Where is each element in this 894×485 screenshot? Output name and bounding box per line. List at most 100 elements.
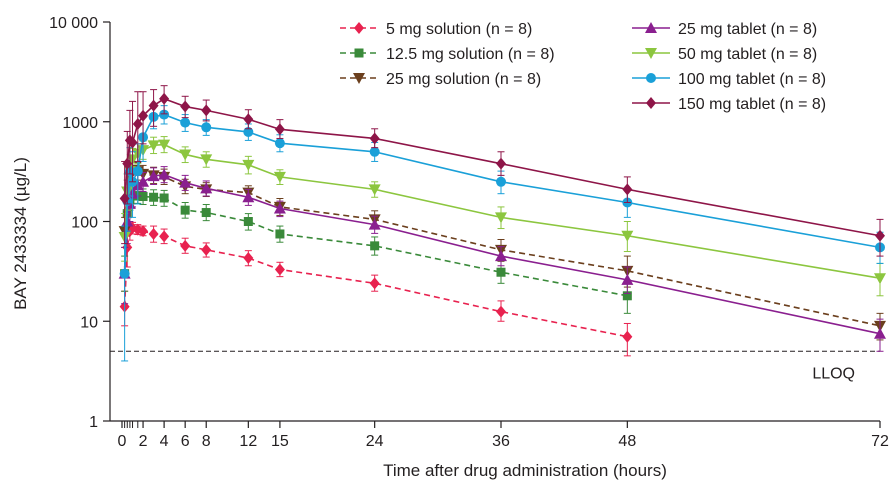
data-point xyxy=(275,229,285,239)
data-point xyxy=(148,227,159,240)
legend-marker xyxy=(646,73,656,83)
data-point xyxy=(180,239,191,252)
legend-label: 5 mg solution (n = 8) xyxy=(386,21,532,38)
y-tick-label: 10 000 xyxy=(49,15,98,32)
data-point xyxy=(179,149,192,161)
x-tick-label: 0 xyxy=(118,433,127,450)
data-point xyxy=(273,171,286,183)
legend-item: 50 mg tablet (n = 8) xyxy=(632,46,817,63)
legend-marker xyxy=(646,97,656,109)
legend-item: 25 mg tablet (n = 8) xyxy=(632,21,817,38)
data-point xyxy=(622,183,633,196)
legend-item: 12.5 mg solution (n = 8) xyxy=(340,46,555,63)
x-tick-label: 6 xyxy=(181,433,190,450)
x-axis-title: Time after drug administration (hours) xyxy=(383,461,667,480)
data-point xyxy=(179,176,192,188)
data-point xyxy=(159,193,169,203)
data-point xyxy=(369,132,380,145)
series-6 xyxy=(119,105,885,362)
legend-item: 25 mg solution (n = 8) xyxy=(340,71,541,88)
data-point xyxy=(368,218,381,230)
data-point xyxy=(201,243,212,256)
data-point xyxy=(180,100,191,113)
data-point xyxy=(243,126,254,137)
data-point xyxy=(369,277,380,290)
data-point xyxy=(274,123,285,136)
data-point xyxy=(148,99,159,112)
legend-label: 12.5 mg solution (n = 8) xyxy=(386,46,555,63)
data-point xyxy=(496,267,506,277)
data-point xyxy=(159,230,170,243)
x-tick-label: 72 xyxy=(871,433,889,450)
data-point xyxy=(119,268,130,279)
y-axis-ticks: 1 10 100 1000 10 000 xyxy=(49,15,110,431)
data-point xyxy=(201,208,211,218)
series-line xyxy=(123,113,881,274)
data-point xyxy=(137,175,150,187)
series-2 xyxy=(120,187,632,314)
legend-marker xyxy=(645,22,657,33)
legend-marker xyxy=(354,48,364,58)
data-point xyxy=(200,182,213,194)
legend-label: 100 mg tablet (n = 8) xyxy=(678,71,826,88)
x-tick-label: 36 xyxy=(492,433,510,450)
data-point xyxy=(243,113,254,126)
data-point xyxy=(158,139,171,151)
data-point xyxy=(622,291,632,301)
series-line xyxy=(123,143,881,280)
data-point xyxy=(874,327,886,339)
legend-label: 25 mg solution (n = 8) xyxy=(386,71,541,88)
data-point xyxy=(159,92,170,105)
y-axis-title: BAY 2433334 (µg/L) xyxy=(11,157,30,310)
data-point xyxy=(369,146,380,157)
data-point xyxy=(622,330,633,343)
data-point xyxy=(201,104,212,117)
legend-marker xyxy=(645,48,657,59)
legend-marker xyxy=(353,73,365,84)
data-point xyxy=(243,252,254,265)
data-point xyxy=(149,192,159,202)
series-layer xyxy=(118,85,886,362)
data-point xyxy=(147,140,160,152)
data-point xyxy=(242,191,255,203)
data-point xyxy=(496,305,506,318)
legend-label: 25 mg tablet (n = 8) xyxy=(678,21,817,38)
data-point xyxy=(180,117,191,128)
x-tick-label: 4 xyxy=(160,433,169,450)
data-point xyxy=(132,117,143,130)
data-point xyxy=(201,122,212,133)
x-tick-label: 8 xyxy=(202,433,211,450)
legend-item: 5 mg solution (n = 8) xyxy=(340,21,532,38)
legend-marker xyxy=(354,22,364,34)
data-point xyxy=(242,159,255,171)
data-point xyxy=(274,263,285,276)
data-point xyxy=(370,241,380,251)
series-7 xyxy=(119,85,885,257)
chart-legend: 5 mg solution (n = 8) 12.5 mg solution (n… xyxy=(340,21,826,113)
series-4 xyxy=(118,166,886,352)
legend-label: 50 mg tablet (n = 8) xyxy=(678,46,817,63)
data-point xyxy=(875,229,885,242)
data-point xyxy=(127,136,138,149)
data-point xyxy=(874,273,886,285)
x-tick-label: 24 xyxy=(366,433,384,450)
x-tick-label: 48 xyxy=(618,433,636,450)
data-point xyxy=(138,109,149,122)
data-point xyxy=(274,138,285,149)
x-tick-label: 15 xyxy=(271,433,289,450)
data-point xyxy=(496,157,506,170)
y-tick-label: 1 xyxy=(89,414,98,431)
x-tick-label: 12 xyxy=(239,433,257,450)
data-point xyxy=(368,184,381,196)
y-tick-label: 10 xyxy=(80,314,98,331)
data-point xyxy=(158,168,171,180)
data-point xyxy=(138,192,148,202)
data-point xyxy=(495,212,507,224)
data-point xyxy=(621,230,634,242)
y-tick-label: 100 xyxy=(71,215,98,232)
x-tick-label: 2 xyxy=(139,433,148,450)
data-point xyxy=(138,225,149,238)
data-point xyxy=(132,166,143,177)
data-point xyxy=(495,250,507,262)
